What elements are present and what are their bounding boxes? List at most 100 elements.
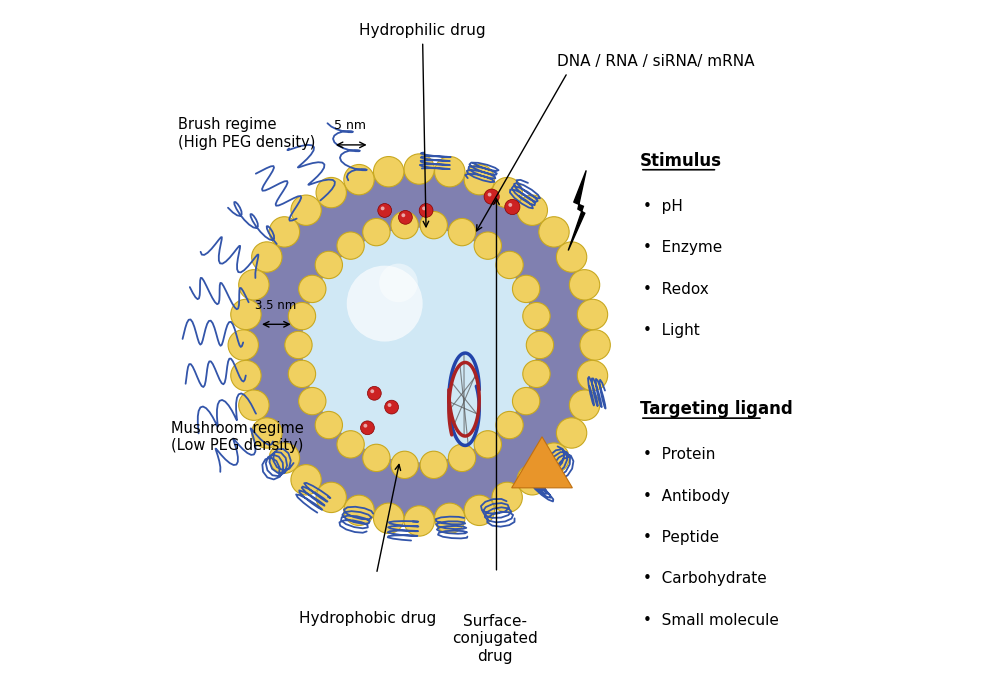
Circle shape (448, 444, 475, 471)
Circle shape (508, 203, 512, 207)
Circle shape (367, 386, 381, 400)
Circle shape (315, 411, 342, 439)
Text: •  Enzyme: • Enzyme (643, 240, 722, 255)
Circle shape (569, 390, 599, 420)
Circle shape (526, 331, 553, 359)
Circle shape (269, 443, 299, 473)
Circle shape (316, 482, 346, 513)
Circle shape (491, 177, 522, 208)
Circle shape (373, 157, 403, 187)
Text: 5 nm: 5 nm (334, 119, 366, 132)
Circle shape (316, 177, 346, 208)
Circle shape (337, 431, 364, 458)
Circle shape (580, 330, 610, 360)
Circle shape (539, 217, 569, 247)
Circle shape (512, 275, 540, 302)
Polygon shape (512, 437, 572, 488)
Circle shape (419, 451, 447, 479)
Text: DNA / RNA / siRNA/ mRNA: DNA / RNA / siRNA/ mRNA (557, 54, 754, 69)
Circle shape (362, 444, 389, 471)
Circle shape (252, 418, 282, 448)
Circle shape (379, 264, 417, 302)
Text: •  Small molecule: • Small molecule (643, 613, 778, 628)
Circle shape (285, 331, 312, 359)
Circle shape (288, 302, 315, 330)
Circle shape (291, 195, 321, 226)
Circle shape (379, 264, 417, 302)
Circle shape (363, 424, 367, 428)
Text: •  Redox: • Redox (643, 282, 708, 297)
Circle shape (419, 204, 432, 217)
Circle shape (239, 270, 269, 300)
Circle shape (360, 421, 374, 435)
Circle shape (577, 360, 607, 391)
Circle shape (362, 219, 389, 246)
Circle shape (346, 266, 422, 342)
Circle shape (370, 389, 374, 393)
Circle shape (231, 299, 261, 330)
Circle shape (505, 199, 520, 215)
Circle shape (228, 330, 258, 360)
Circle shape (403, 154, 434, 184)
Circle shape (517, 195, 547, 226)
Circle shape (291, 464, 321, 495)
Circle shape (401, 213, 405, 217)
Text: •  Light: • Light (643, 323, 699, 338)
Circle shape (269, 217, 299, 247)
Circle shape (434, 503, 464, 533)
Circle shape (473, 431, 500, 458)
Text: •  Protein: • Protein (643, 447, 715, 462)
Circle shape (512, 388, 540, 415)
Text: Targeting ligand: Targeting ligand (639, 400, 792, 418)
Circle shape (483, 189, 498, 204)
Text: Brush regime
(High PEG density): Brush regime (High PEG density) (178, 117, 315, 150)
Circle shape (343, 495, 374, 526)
Circle shape (398, 210, 412, 224)
Text: •  Antibody: • Antibody (643, 489, 729, 504)
Text: •  Carbohydrate: • Carbohydrate (643, 571, 766, 586)
Circle shape (556, 418, 586, 448)
Circle shape (523, 360, 550, 388)
Circle shape (373, 503, 403, 533)
Circle shape (539, 443, 569, 473)
Circle shape (390, 211, 418, 239)
Circle shape (302, 228, 536, 462)
Circle shape (298, 388, 326, 415)
Circle shape (523, 302, 550, 330)
Text: Hydrophobic drug: Hydrophobic drug (299, 611, 435, 626)
Circle shape (377, 204, 391, 217)
Circle shape (387, 403, 391, 407)
Circle shape (569, 270, 599, 300)
Circle shape (448, 219, 475, 246)
Circle shape (463, 164, 494, 195)
Circle shape (380, 206, 384, 210)
Text: Mushroom regime
(Low PEG density): Mushroom regime (Low PEG density) (171, 421, 303, 453)
Circle shape (517, 464, 547, 495)
Circle shape (346, 266, 422, 342)
Text: 3.5 nm: 3.5 nm (255, 299, 296, 312)
Circle shape (495, 411, 523, 439)
Circle shape (298, 275, 326, 302)
Circle shape (463, 495, 494, 526)
Polygon shape (568, 170, 586, 250)
Circle shape (390, 451, 418, 479)
Text: Stimulus: Stimulus (639, 152, 721, 170)
Circle shape (495, 251, 523, 279)
Circle shape (231, 360, 261, 391)
Circle shape (473, 232, 500, 259)
Circle shape (556, 242, 586, 273)
Circle shape (252, 242, 282, 273)
Circle shape (302, 228, 536, 462)
Circle shape (421, 206, 425, 210)
Circle shape (315, 251, 342, 279)
Circle shape (487, 193, 491, 197)
Circle shape (403, 506, 434, 536)
Circle shape (343, 164, 374, 195)
Circle shape (434, 157, 464, 187)
Circle shape (577, 299, 607, 330)
Text: Surface-
conjugated
drug: Surface- conjugated drug (451, 614, 538, 664)
Circle shape (384, 400, 398, 414)
Circle shape (337, 232, 364, 259)
Text: •  pH: • pH (643, 199, 683, 214)
Circle shape (491, 482, 522, 513)
